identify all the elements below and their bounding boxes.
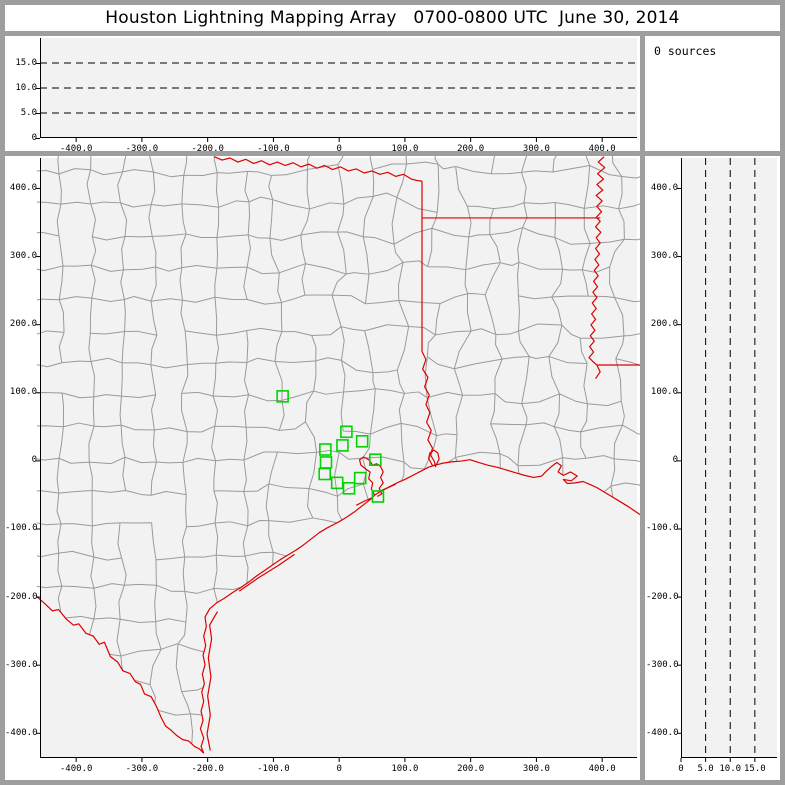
tick-label: -100.0 (646, 523, 679, 534)
tick-label: 0 (31, 455, 37, 466)
tick-label: 0 (678, 764, 684, 774)
tick-label: 0 (336, 144, 342, 151)
tick-label: -400.0 (59, 764, 93, 774)
tick-label: 200.0 (457, 764, 485, 774)
page-title: Houston Lightning Mapping Array 0700-080… (105, 8, 680, 28)
tick-label: 100.0 (9, 387, 37, 398)
tick-label: -100.0 (257, 764, 290, 774)
tick-label: 10.0 (15, 83, 37, 93)
tick-label: 300.0 (9, 251, 37, 262)
tick-label: 200.0 (9, 319, 37, 330)
lma-stations (276, 390, 385, 503)
lma-station-marker (342, 482, 356, 495)
tick-label: -100.0 (257, 144, 290, 151)
lma-station-marker (319, 443, 332, 456)
tick-label: 400.0 (588, 764, 616, 774)
tick-label: 5.0 (20, 108, 37, 118)
tick-label: 10.0 (719, 764, 742, 774)
tick-label: 400.0 (650, 182, 678, 193)
panel-right-plot-area[interactable] (645, 156, 780, 780)
tick-label: 0 (672, 455, 678, 466)
tick-label: -400.0 (59, 144, 93, 151)
tick-label: -200.0 (191, 764, 224, 774)
panel-altitude-vs-north-south: 0 5.0 10.0 15.0 400.0 300.0 200.0 100.0 0 -100.0 -… (645, 156, 780, 780)
tick-label: 300.0 (522, 764, 550, 774)
title-bar: Houston Lightning Mapping Array 0700-080… (5, 5, 780, 31)
tick-label: -400.0 (5, 727, 38, 738)
plot-background (681, 158, 777, 758)
panel-plan-view-map: -400.0 -300.0 -200.0 -100.0 0 100.0 200.0 300.0… (5, 156, 640, 780)
tick-label: -200.0 (646, 591, 679, 602)
tick-label: -400.0 (646, 727, 679, 738)
tick-label: 100.0 (391, 764, 419, 774)
lma-station-marker (340, 425, 353, 439)
source-count-label: 0 sources (654, 44, 717, 58)
tick-label: 400.0 (9, 182, 37, 193)
lma-station-marker (276, 390, 289, 403)
tick-label: -300.0 (125, 764, 159, 774)
lma-station-marker (336, 439, 349, 452)
panel-top-plot-area[interactable] (5, 36, 640, 151)
tick-label: 15.0 (744, 764, 766, 774)
lma-station-marker (330, 476, 344, 490)
tick-label: -200.0 (191, 144, 224, 151)
tick-label: -300.0 (646, 659, 679, 670)
state-borders-and-coastline (37, 157, 640, 754)
tick-label: -300.0 (125, 144, 159, 151)
tick-label: 300.0 (522, 144, 550, 151)
tick-label: -200.0 (5, 591, 38, 602)
lma-station-marker (355, 435, 369, 448)
panel-altitude-vs-east-west: -400.0 -300.0 -200.0 -100.0 0 100.0 200.0 300.0… (5, 36, 640, 151)
tick-label: 400.0 (588, 144, 616, 151)
tick-label: 100.0 (391, 144, 419, 151)
tick-label: -300.0 (5, 659, 38, 670)
tick-label: 5.0 (697, 764, 714, 774)
tick-label: 100.0 (650, 387, 678, 398)
tick-label: -100.0 (5, 523, 38, 534)
lma-station-marker (369, 453, 382, 467)
tick-label: 300.0 (650, 251, 678, 262)
tick-label: 0 (336, 764, 342, 774)
panel-map-plot-area[interactable] (5, 156, 640, 780)
lma-station-marker (353, 471, 367, 485)
lma-station-marker (371, 490, 385, 503)
tick-label: 200.0 (457, 144, 485, 151)
tick-label: 200.0 (650, 319, 678, 330)
tick-label: 15.0 (15, 58, 37, 68)
panel-source-count: 0 sources (645, 36, 780, 151)
tick-label: 0 (31, 133, 37, 143)
lma-station-marker (318, 467, 331, 481)
